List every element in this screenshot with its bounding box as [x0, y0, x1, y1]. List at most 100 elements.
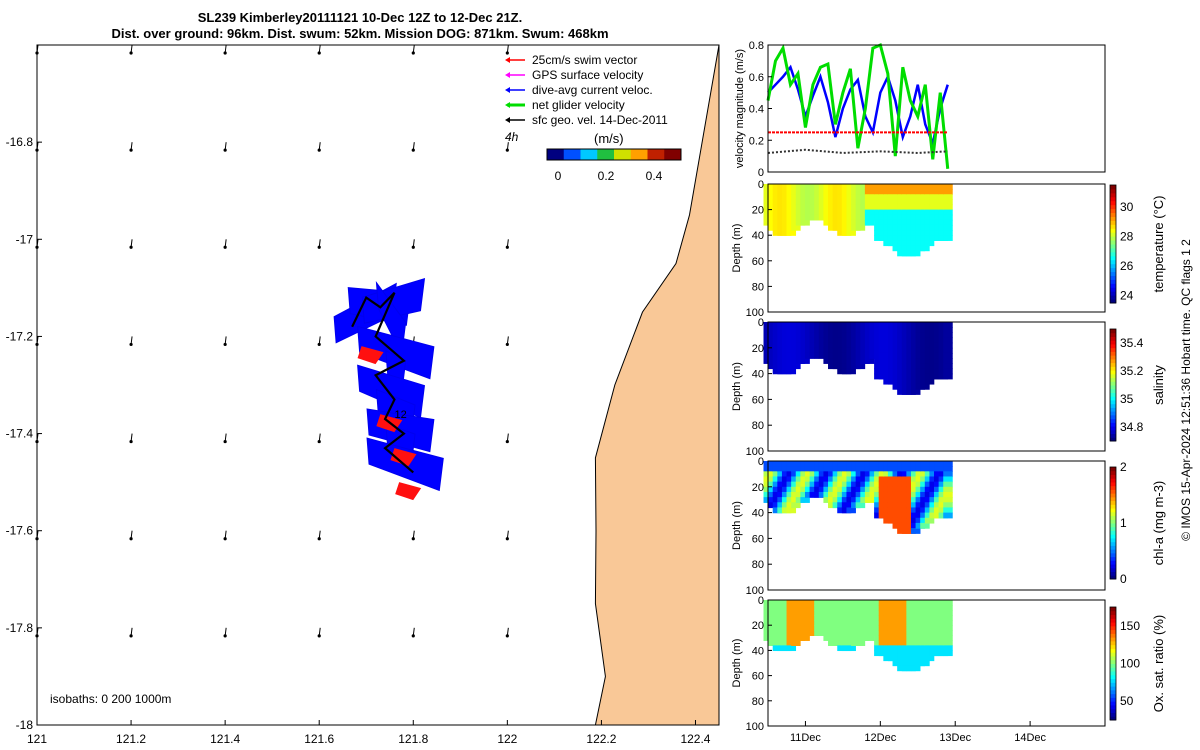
section-cell — [943, 204, 953, 211]
colorbar-cell — [1110, 358, 1116, 364]
section-y-tick-label: 60 — [752, 256, 764, 268]
section-cell — [943, 373, 953, 380]
colorbar-cell — [1110, 247, 1116, 253]
colorbar-cell — [1110, 216, 1116, 221]
section-cell — [855, 502, 866, 509]
colorbar-segment — [647, 149, 665, 160]
geo-velocity-arrowhead — [317, 245, 321, 249]
colorbar-cell — [1110, 437, 1116, 442]
map-y-tick-label: -18 — [16, 718, 34, 732]
section-cell — [910, 528, 921, 534]
geo-velocity-arrowhead — [223, 148, 227, 152]
section-cell — [943, 214, 953, 221]
colorbar-cell — [1110, 399, 1116, 405]
section-cell — [791, 502, 801, 509]
legend-arrowhead — [505, 72, 510, 78]
velocity-y-tick-label: 0.8 — [749, 40, 764, 52]
colorbar-cell — [1110, 236, 1116, 241]
geo-velocity-arrowhead — [129, 537, 133, 541]
section-y-tick-label: 100 — [746, 585, 764, 597]
section-cell — [943, 645, 953, 652]
colorbar-segment — [563, 149, 581, 160]
colorbar-cell — [1110, 640, 1116, 646]
section-cell — [920, 383, 930, 390]
colorbar-cell — [1110, 362, 1116, 367]
velocity-series-line — [767, 64, 949, 148]
colorbar-cell — [1110, 407, 1116, 412]
time-x-tick-label: 12Dec — [864, 732, 896, 744]
section-cell — [943, 600, 953, 606]
section-cell — [943, 194, 953, 200]
colorbar-cell — [1110, 526, 1116, 531]
colorbar-cell — [1110, 663, 1116, 668]
map-y-tick-label: -16.8 — [6, 135, 34, 149]
section-cell — [855, 224, 866, 231]
colorbar-cell — [1110, 343, 1116, 349]
section-y-label: Depth (m) — [731, 639, 743, 688]
colorbar-cell — [1110, 629, 1116, 634]
geo-velocity-arrowhead — [129, 148, 133, 152]
geo-velocity-arrowhead — [505, 148, 509, 152]
colorbar-cell — [1110, 571, 1116, 576]
colorbar-cell — [1110, 534, 1116, 539]
colorbar-cell — [1110, 701, 1116, 706]
geo-velocity-arrowhead — [505, 634, 509, 638]
colorbar-label: Ox. sat. ratio (%) — [1151, 615, 1166, 713]
section-cell — [943, 184, 953, 190]
swim-vector-patch — [390, 448, 417, 467]
colorbar-tick-label: 150 — [1120, 619, 1140, 633]
section-cell — [924, 517, 935, 524]
section-cell — [786, 230, 797, 236]
colorbar-cell — [1110, 426, 1116, 431]
colorbar-cell — [1110, 366, 1116, 371]
colorbar-cell — [1110, 552, 1116, 558]
map-y-tick-label: -17.6 — [6, 524, 34, 538]
colorbar-cell — [1110, 188, 1116, 194]
section-cell — [943, 512, 953, 519]
glider-track — [351, 291, 414, 474]
section-y-tick-label: 20 — [752, 620, 764, 632]
colorbar-cell — [1110, 496, 1116, 502]
colorbar-cell — [1110, 336, 1116, 341]
section-cell — [943, 476, 953, 483]
colorbar-label: salinity — [1151, 365, 1166, 405]
section-cell — [943, 635, 953, 641]
section-cell — [943, 199, 953, 206]
geo-velocity-arrowhead — [317, 148, 321, 152]
legend-label: sfc geo. vel. 14-Dec-2011 — [532, 113, 668, 127]
section-y-tick-label: 80 — [752, 420, 764, 432]
colorbar-tick-label: 0.2 — [598, 169, 615, 183]
time-x-tick-label: 14Dec — [1014, 732, 1046, 744]
section-panel-chl-a: 0 20 40 60 80 100 Depth (m) 0 1 2 chl-a (mg m-3) — [731, 456, 1166, 597]
section-cell — [943, 461, 953, 467]
geo-velocity-arrowhead — [129, 245, 133, 249]
section-y-tick-label: 0 — [758, 317, 764, 329]
colorbar-cell — [1110, 515, 1116, 520]
colorbar-cell — [1110, 255, 1116, 261]
section-cell — [943, 209, 953, 216]
map-y-tick-label: -17.2 — [6, 329, 34, 343]
velocity-y-tick-label: 0.6 — [749, 72, 764, 84]
colorbar-cell — [1110, 377, 1116, 382]
section-cell — [943, 189, 953, 195]
colorbar-tick-label: 0.4 — [646, 169, 663, 183]
colorbar-cell — [1110, 667, 1116, 672]
colorbar-cell — [1110, 689, 1116, 695]
geo-velocity-arrowhead — [505, 537, 509, 541]
colorbar-cell — [1110, 200, 1116, 206]
colorbar-tick-label: 26 — [1120, 259, 1134, 273]
colorbar-tick-label: 34.8 — [1120, 420, 1144, 434]
map-x-tick-label: 121 — [27, 732, 47, 746]
geo-velocity-arrowhead — [411, 245, 415, 249]
section-cell — [920, 660, 930, 667]
colorbar-cell — [1110, 523, 1116, 528]
section-cell — [864, 219, 875, 226]
geo-velocity-arrowhead — [505, 51, 509, 55]
colorbar-cell — [1110, 347, 1116, 352]
colorbar-cell — [1110, 537, 1116, 543]
geo-velocity-arrowhead — [223, 51, 227, 55]
colorbar-tick-label: 100 — [1120, 657, 1140, 671]
geo-velocity-arrowhead — [317, 342, 321, 347]
